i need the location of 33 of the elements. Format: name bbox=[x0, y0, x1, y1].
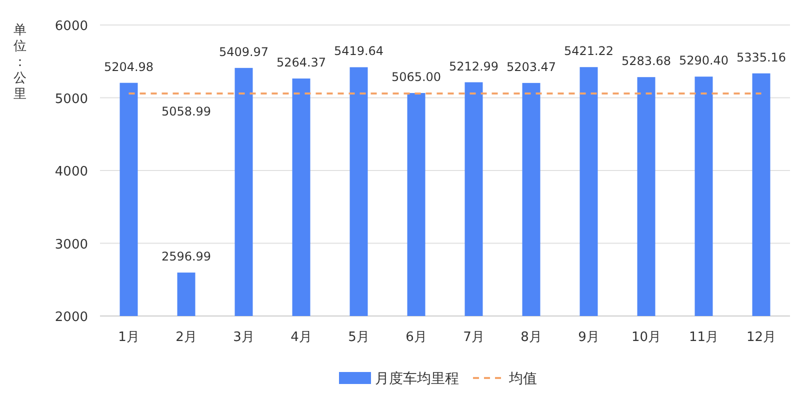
x-tick-label: 12月 bbox=[746, 330, 776, 345]
x-tick-label: 4月 bbox=[290, 330, 312, 345]
legend-label: 均值 bbox=[508, 371, 537, 387]
x-tick-label: 7月 bbox=[463, 330, 484, 345]
legend-label: 月度车均里程 bbox=[375, 371, 459, 387]
x-tick-label: 2月 bbox=[176, 330, 197, 345]
y-tick-label: 6000 bbox=[54, 19, 88, 34]
data-label: 5290.40 bbox=[678, 54, 729, 68]
x-tick-label: 6月 bbox=[406, 330, 427, 345]
data-label: 5409.97 bbox=[218, 44, 269, 59]
data-label: 5421.22 bbox=[564, 44, 614, 58]
y-axis-title: 单位：公里 bbox=[14, 23, 26, 102]
y-tick-label: 3000 bbox=[54, 237, 88, 252]
x-tick-label: 8月 bbox=[520, 330, 542, 345]
data-label: 5212.99 bbox=[448, 59, 499, 74]
x-tick-label: 5月 bbox=[348, 330, 370, 345]
y-tick-label: 4000 bbox=[54, 164, 88, 180]
data-label: 5419.64 bbox=[334, 44, 384, 58]
x-tick-label: 11月 bbox=[688, 330, 719, 345]
data-label: 5283.68 bbox=[621, 54, 672, 68]
data-label: 2596.99 bbox=[161, 250, 212, 264]
y-tick-label: 5000 bbox=[54, 92, 88, 107]
x-tick-label: 10月 bbox=[631, 330, 662, 345]
data-label: 5264.37 bbox=[276, 56, 326, 70]
x-tick-label: 3月 bbox=[233, 330, 254, 345]
x-tick-label: 1月 bbox=[118, 330, 140, 345]
data-label: 5058.99 bbox=[161, 104, 212, 118]
y-tick-label: 2000 bbox=[54, 310, 88, 325]
x-tick-label: 9月 bbox=[578, 330, 600, 345]
data-label: 5203.47 bbox=[506, 60, 556, 74]
data-label: 5335.16 bbox=[736, 50, 786, 64]
data-label: 5065.00 bbox=[391, 70, 442, 84]
data-label: 5204.98 bbox=[104, 60, 154, 74]
